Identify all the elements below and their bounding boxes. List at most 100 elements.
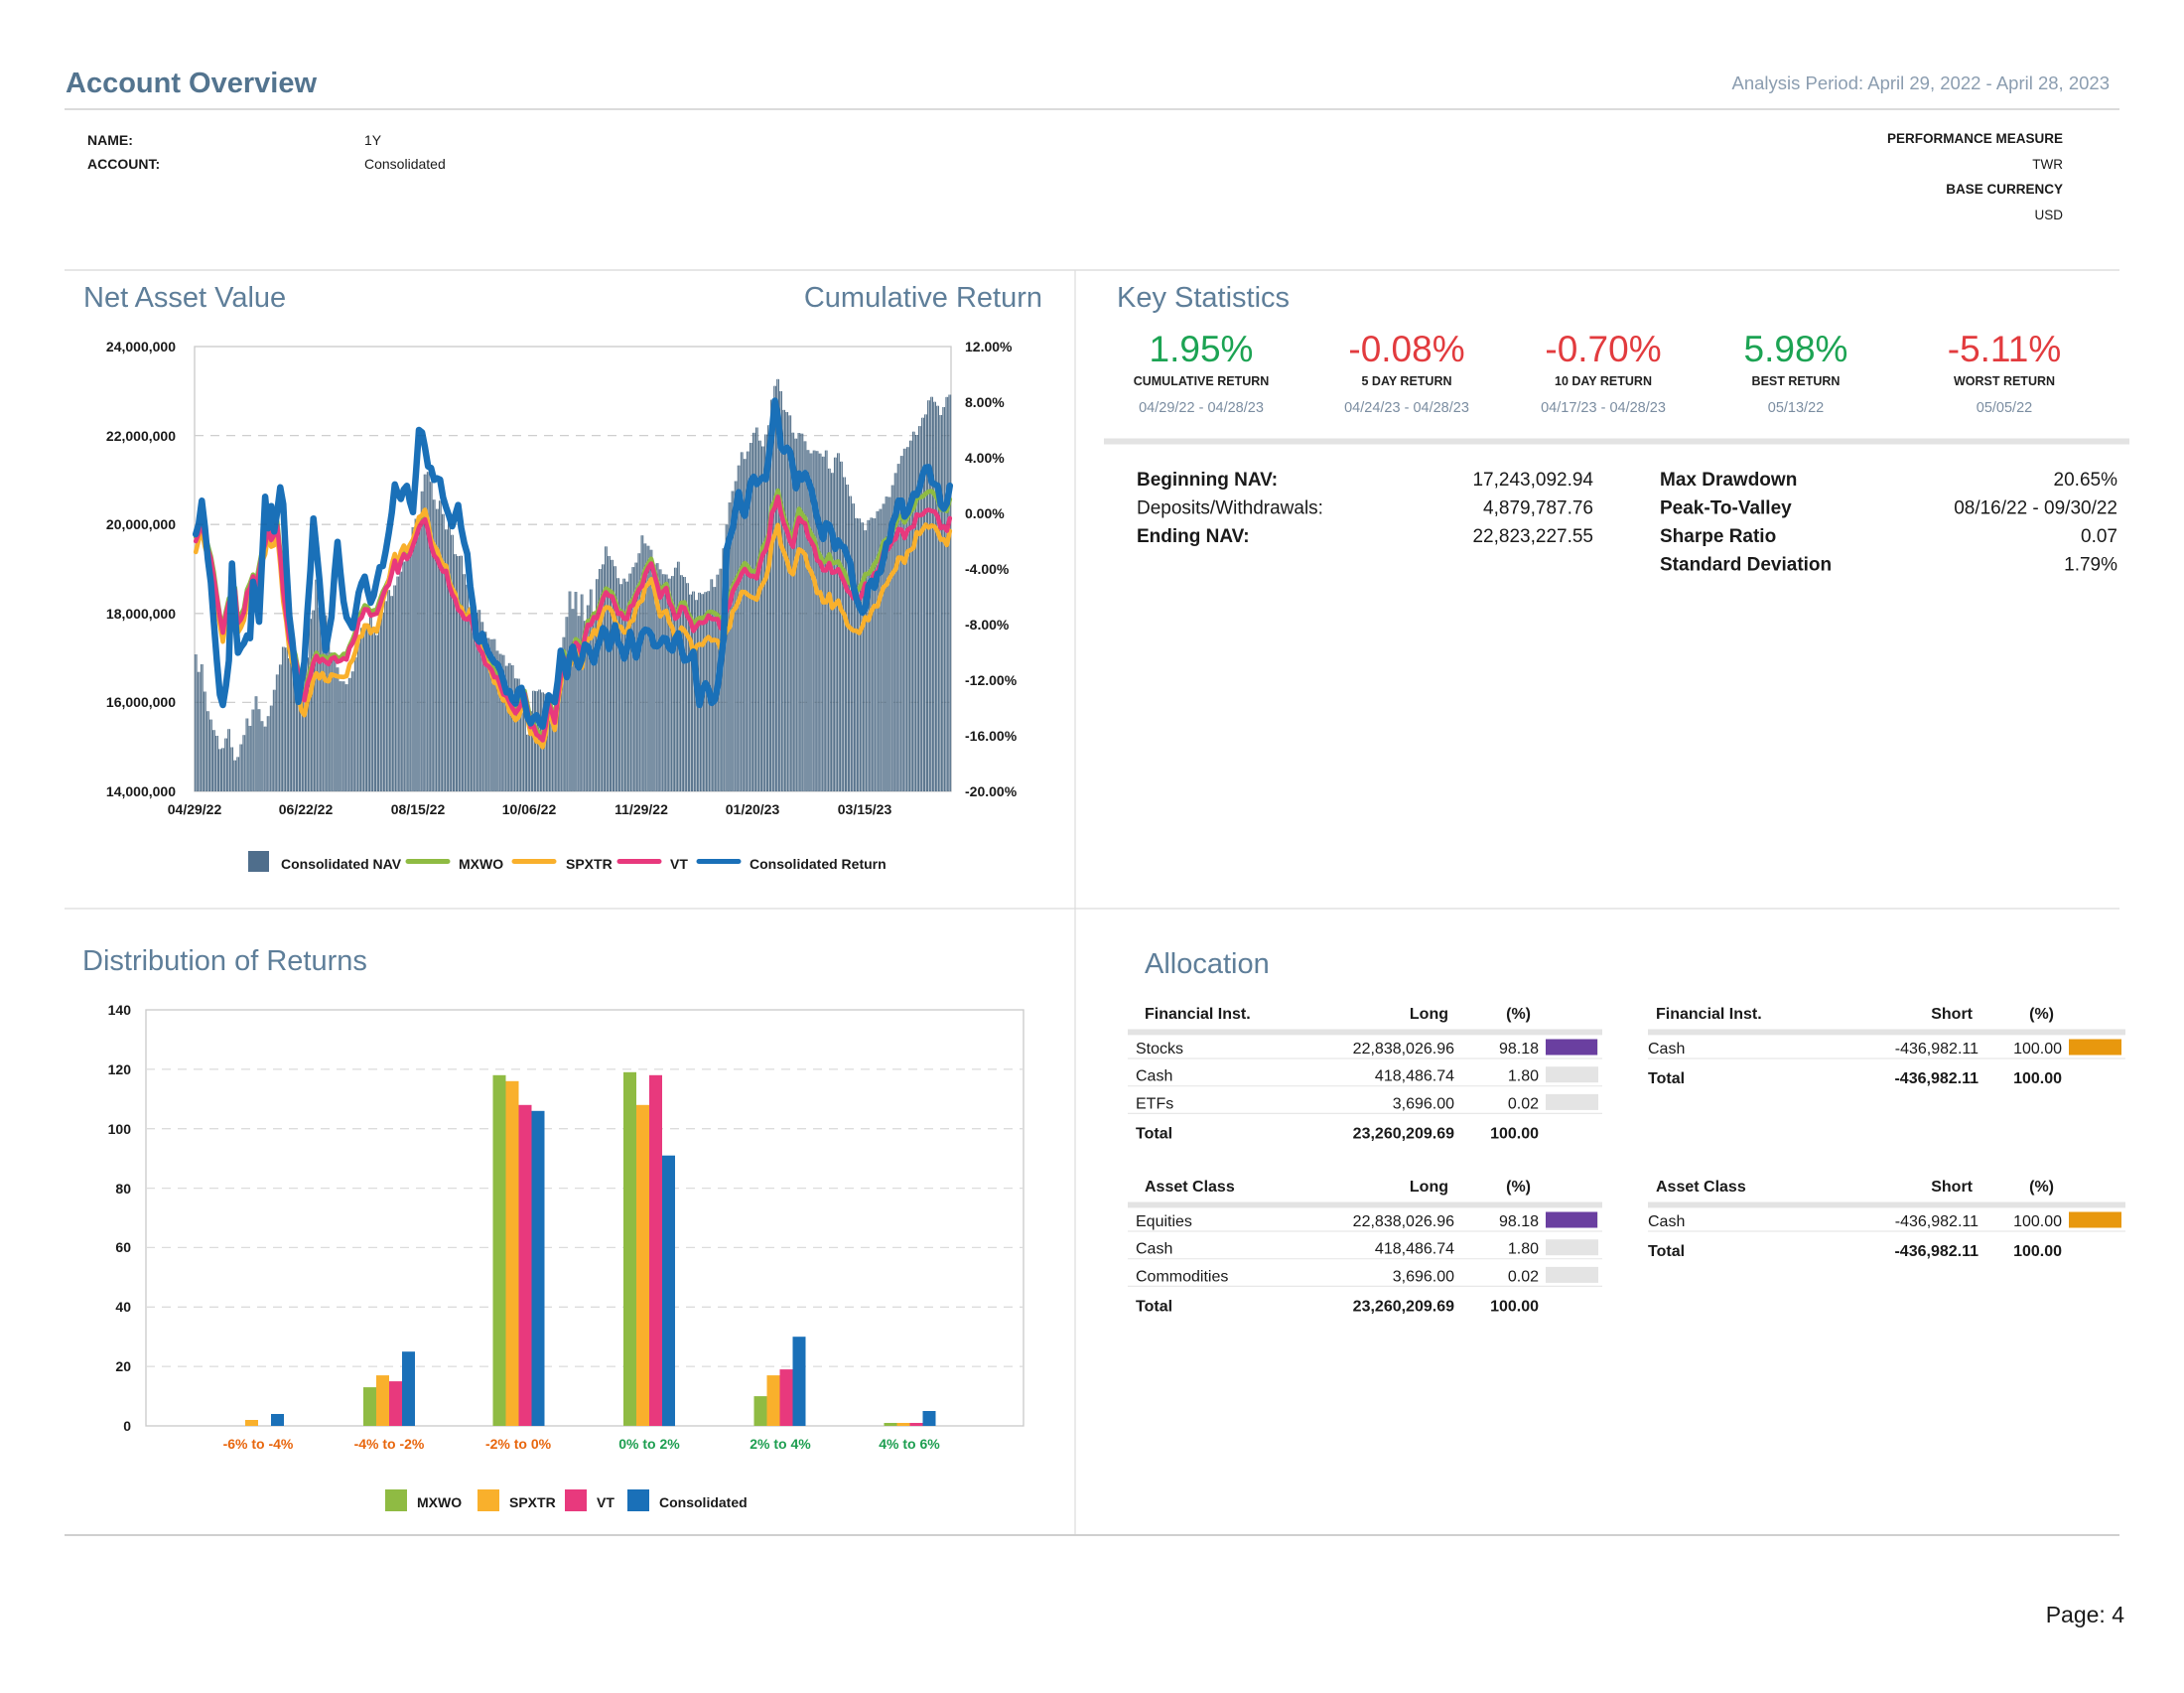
svg-text:Total: Total <box>1648 1243 1685 1260</box>
svg-text:Analysis Period: April 29, 202: Analysis Period: April 29, 2022 - April … <box>1731 72 2110 93</box>
svg-text:Consolidated: Consolidated <box>659 1494 748 1510</box>
svg-text:USD: USD <box>2034 208 2063 222</box>
svg-text:120: 120 <box>108 1061 132 1077</box>
svg-text:Stocks: Stocks <box>1136 1041 1183 1058</box>
svg-text:PERFORMANCE MEASURE: PERFORMANCE MEASURE <box>1887 131 2063 146</box>
svg-text:NAME:: NAME: <box>87 132 133 148</box>
svg-text:(%): (%) <box>1506 1179 1531 1196</box>
svg-text:3,696.00: 3,696.00 <box>1393 1095 1454 1112</box>
svg-text:Cash: Cash <box>1136 1241 1172 1258</box>
svg-text:08/15/22: 08/15/22 <box>391 801 446 817</box>
svg-text:1.79%: 1.79% <box>2064 555 2117 576</box>
svg-text:-0.70%: -0.70% <box>1545 329 1661 369</box>
svg-text:17,243,092.94: 17,243,092.94 <box>1472 470 1593 491</box>
svg-text:-436,982.11: -436,982.11 <box>1894 1070 1979 1087</box>
svg-text:Financial Inst.: Financial Inst. <box>1656 1006 1762 1023</box>
svg-text:80: 80 <box>115 1181 131 1197</box>
svg-text:TWR: TWR <box>2032 157 2063 172</box>
svg-text:Cash: Cash <box>1648 1213 1685 1230</box>
svg-text:5 DAY RETURN: 5 DAY RETURN <box>1362 374 1452 388</box>
svg-text:BASE CURRENCY: BASE CURRENCY <box>1946 182 2063 197</box>
svg-text:Consolidated: Consolidated <box>364 156 446 172</box>
svg-text:2% to 4%: 2% to 4% <box>750 1436 811 1452</box>
svg-text:Peak-To-Valley: Peak-To-Valley <box>1660 498 1792 519</box>
svg-text:100.00: 100.00 <box>1490 1126 1539 1143</box>
svg-text:24,000,000: 24,000,000 <box>106 339 176 354</box>
svg-text:100.00: 100.00 <box>2013 1070 2062 1087</box>
svg-text:Deposits/Withdrawals:: Deposits/Withdrawals: <box>1137 498 1323 519</box>
svg-text:06/22/22: 06/22/22 <box>279 801 334 817</box>
svg-text:Net Asset Value: Net Asset Value <box>83 282 286 314</box>
svg-text:Beginning NAV:: Beginning NAV: <box>1137 470 1278 491</box>
svg-text:Allocation: Allocation <box>1145 948 1270 980</box>
svg-text:418,486.74: 418,486.74 <box>1375 1068 1454 1085</box>
svg-text:20,000,000: 20,000,000 <box>106 516 176 532</box>
svg-text:Commodities: Commodities <box>1136 1268 1228 1285</box>
svg-text:22,000,000: 22,000,000 <box>106 428 176 444</box>
svg-text:4.00%: 4.00% <box>965 450 1005 466</box>
svg-text:98.18: 98.18 <box>1499 1041 1539 1058</box>
svg-text:-2% to 0%: -2% to 0% <box>485 1436 552 1452</box>
svg-text:22,838,026.96: 22,838,026.96 <box>1353 1041 1454 1058</box>
svg-text:08/16/22 - 09/30/22: 08/16/22 - 09/30/22 <box>1954 498 2117 519</box>
svg-text:100.00: 100.00 <box>2013 1213 2062 1230</box>
svg-text:CUMULATIVE RETURN: CUMULATIVE RETURN <box>1134 374 1270 388</box>
svg-text:100: 100 <box>108 1121 132 1137</box>
svg-text:Cumulative Return: Cumulative Return <box>804 282 1042 314</box>
svg-text:4% to 6%: 4% to 6% <box>879 1436 940 1452</box>
svg-text:-12.00%: -12.00% <box>965 672 1018 688</box>
svg-text:MXWO: MXWO <box>459 856 503 872</box>
svg-text:Total: Total <box>1648 1070 1685 1087</box>
svg-text:04/29/22: 04/29/22 <box>168 801 222 817</box>
svg-text:-8.00%: -8.00% <box>965 617 1010 633</box>
svg-text:(%): (%) <box>1506 1006 1531 1023</box>
svg-text:18,000,000: 18,000,000 <box>106 606 176 622</box>
svg-text:04/17/23 - 04/28/23: 04/17/23 - 04/28/23 <box>1541 400 1666 416</box>
svg-text:0% to 2%: 0% to 2% <box>618 1436 680 1452</box>
svg-text:Page: 4: Page: 4 <box>2046 1602 2124 1627</box>
svg-text:(%): (%) <box>2029 1179 2054 1196</box>
svg-text:20.65%: 20.65% <box>2054 470 2118 491</box>
svg-text:40: 40 <box>115 1299 131 1315</box>
svg-text:10/06/22: 10/06/22 <box>502 801 557 817</box>
svg-text:12.00%: 12.00% <box>965 339 1013 354</box>
svg-text:-4% to -2%: -4% to -2% <box>354 1436 425 1452</box>
svg-text:Short: Short <box>1931 1006 1973 1023</box>
svg-text:VT: VT <box>597 1494 614 1510</box>
svg-text:Financial Inst.: Financial Inst. <box>1145 1006 1251 1023</box>
svg-text:-436,982.11: -436,982.11 <box>1895 1041 1979 1058</box>
svg-text:-4.00%: -4.00% <box>965 561 1010 577</box>
svg-text:Standard Deviation: Standard Deviation <box>1660 555 1832 576</box>
svg-text:4,879,787.76: 4,879,787.76 <box>1483 498 1593 519</box>
svg-text:98.18: 98.18 <box>1499 1213 1539 1230</box>
svg-text:1.80: 1.80 <box>1508 1241 1539 1258</box>
svg-text:Consolidated Return: Consolidated Return <box>750 856 887 872</box>
svg-text:04/24/23 - 04/28/23: 04/24/23 - 04/28/23 <box>1344 400 1469 416</box>
svg-text:ETFs: ETFs <box>1136 1095 1173 1112</box>
svg-text:23,260,209.69: 23,260,209.69 <box>1353 1299 1454 1316</box>
svg-text:(%): (%) <box>2029 1006 2054 1023</box>
svg-text:20: 20 <box>115 1358 131 1374</box>
svg-text:Total: Total <box>1136 1299 1172 1316</box>
svg-text:WORST RETURN: WORST RETURN <box>1954 374 2055 388</box>
svg-text:14,000,000: 14,000,000 <box>106 783 176 799</box>
svg-text:Consolidated NAV: Consolidated NAV <box>281 856 402 872</box>
svg-text:VT: VT <box>670 856 688 872</box>
svg-text:Ending NAV:: Ending NAV: <box>1137 526 1250 547</box>
svg-text:418,486.74: 418,486.74 <box>1375 1241 1454 1258</box>
svg-text:100.00: 100.00 <box>1490 1299 1539 1316</box>
svg-text:-436,982.11: -436,982.11 <box>1894 1243 1979 1260</box>
svg-text:22,838,026.96: 22,838,026.96 <box>1353 1213 1454 1230</box>
svg-text:-5.11%: -5.11% <box>1948 329 2062 369</box>
svg-text:-16.00%: -16.00% <box>965 728 1018 744</box>
svg-text:1.80: 1.80 <box>1508 1068 1539 1085</box>
svg-text:0.02: 0.02 <box>1508 1095 1539 1112</box>
svg-text:5.98%: 5.98% <box>1744 329 1848 369</box>
svg-text:05/05/22: 05/05/22 <box>1977 400 2032 416</box>
svg-text:10 DAY RETURN: 10 DAY RETURN <box>1555 374 1652 388</box>
svg-text:01/20/23: 01/20/23 <box>726 801 780 817</box>
svg-text:Cash: Cash <box>1648 1041 1685 1058</box>
svg-text:MXWO: MXWO <box>417 1494 462 1510</box>
svg-text:ACCOUNT:: ACCOUNT: <box>87 156 160 172</box>
svg-text:0.07: 0.07 <box>2081 526 2117 547</box>
